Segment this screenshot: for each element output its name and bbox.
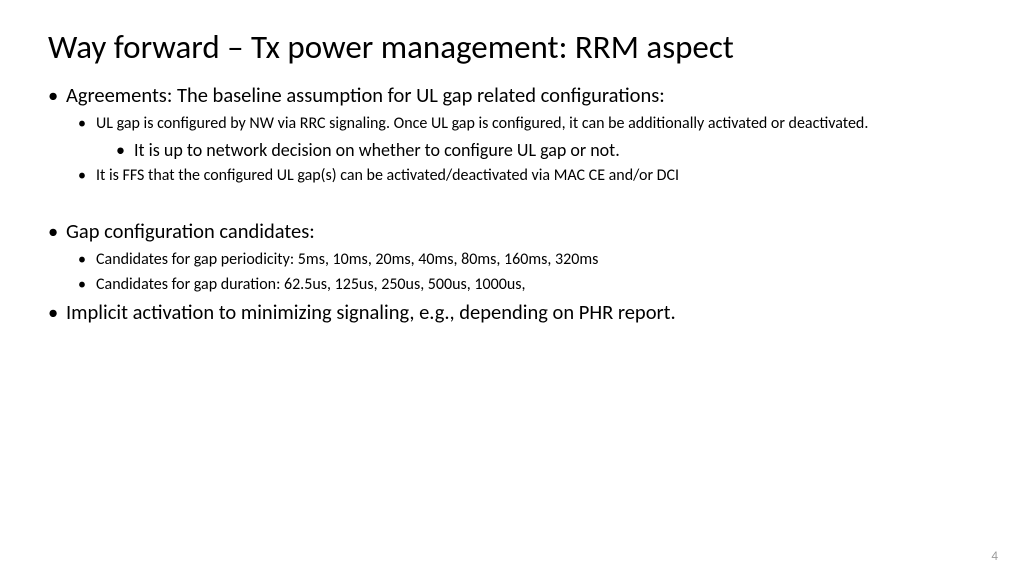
bullet-level3: It is up to network decision on whether … (116, 138, 976, 162)
bullet-level1: Agreements: The baseline assumption for … (48, 82, 976, 110)
spacer (48, 190, 976, 218)
page-number: 4 (991, 549, 998, 564)
bullet-level2: Candidates for gap duration: 62.5us, 125… (78, 274, 976, 296)
slide-content: Agreements: The baseline assumption for … (48, 82, 976, 327)
bullet-level1: Gap configuration candidates: (48, 218, 976, 246)
bullet-level1: Implicit activation to minimizing signal… (48, 299, 976, 327)
bullet-level2: Candidates for gap periodicity: 5ms, 10m… (78, 249, 976, 271)
bullet-level2: It is FFS that the configured UL gap(s) … (78, 165, 976, 187)
slide-title: Way forward – Tx power management: RRM a… (48, 28, 976, 68)
bullet-level2: UL gap is configured by NW via RRC signa… (78, 113, 976, 135)
